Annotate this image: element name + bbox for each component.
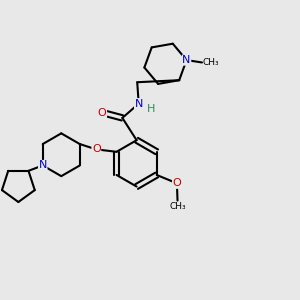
Text: CH₃: CH₃ [202, 58, 219, 67]
Text: N: N [38, 160, 47, 170]
Text: N: N [134, 99, 143, 109]
Text: N: N [182, 55, 191, 65]
Text: H: H [146, 104, 155, 114]
Text: CH₃: CH₃ [169, 202, 186, 211]
Text: O: O [172, 178, 181, 188]
Text: O: O [98, 108, 106, 118]
Text: O: O [92, 144, 101, 154]
